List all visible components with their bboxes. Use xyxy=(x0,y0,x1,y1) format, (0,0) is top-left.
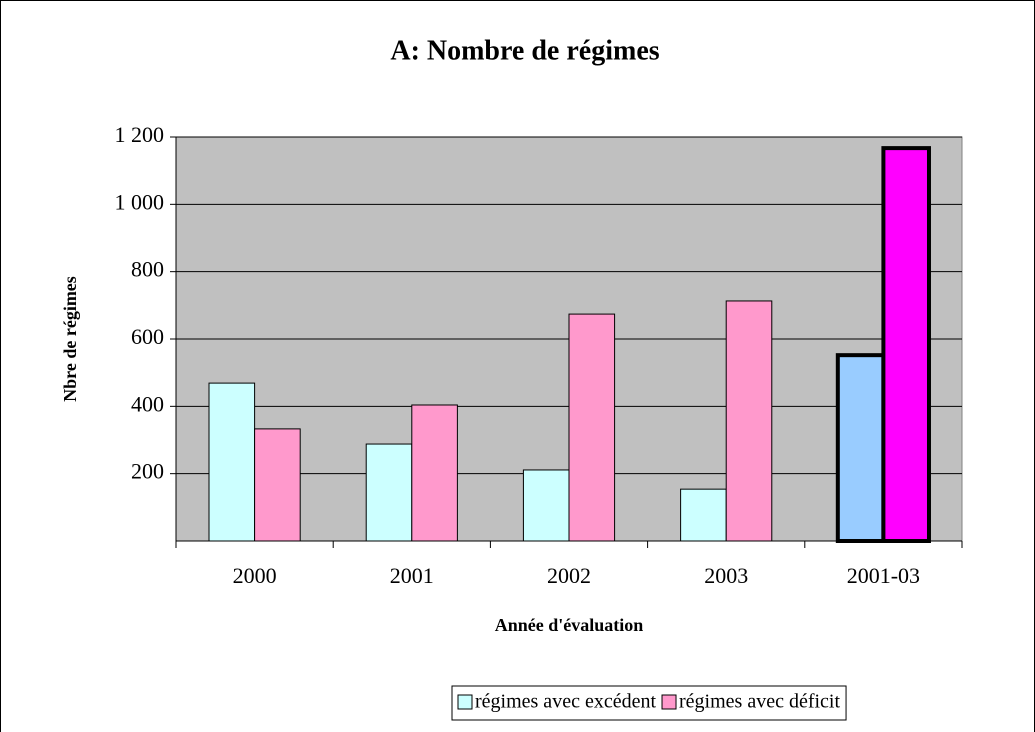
bar xyxy=(568,313,616,542)
x-tick-label: 2000 xyxy=(233,563,277,588)
bar xyxy=(725,300,773,542)
x-axis-title: Année d'évaluation xyxy=(495,615,644,635)
legend-swatch xyxy=(457,694,473,710)
y-tick-label: 200 xyxy=(131,459,164,484)
x-tick-label: 2001 xyxy=(390,563,434,588)
bar xyxy=(365,443,413,542)
bar xyxy=(680,488,727,542)
chart-title: A: Nombre de régimes xyxy=(390,35,659,66)
x-tick-label: 2001-03 xyxy=(847,563,920,588)
y-tick-label: 1 200 xyxy=(115,122,165,147)
y-tick-label: 800 xyxy=(131,257,164,282)
y-tick-label: 400 xyxy=(131,391,164,416)
legend-swatch xyxy=(661,694,677,710)
legend-label: régimes avec déficit xyxy=(679,691,840,713)
y-tick-label: 600 xyxy=(131,324,164,349)
bar xyxy=(411,404,458,542)
bar xyxy=(881,146,931,544)
x-tick-label: 2003 xyxy=(704,563,748,588)
legend-label: régimes avec excédent xyxy=(475,691,656,713)
bar xyxy=(522,469,570,542)
bar xyxy=(835,353,886,543)
y-tick-label: 1 000 xyxy=(115,189,165,214)
legend-box xyxy=(451,685,847,721)
y-axis-title: Nbre de régimes xyxy=(60,276,80,402)
x-tick-label: 2002 xyxy=(547,563,591,588)
bar xyxy=(208,382,256,542)
bar xyxy=(254,428,301,542)
